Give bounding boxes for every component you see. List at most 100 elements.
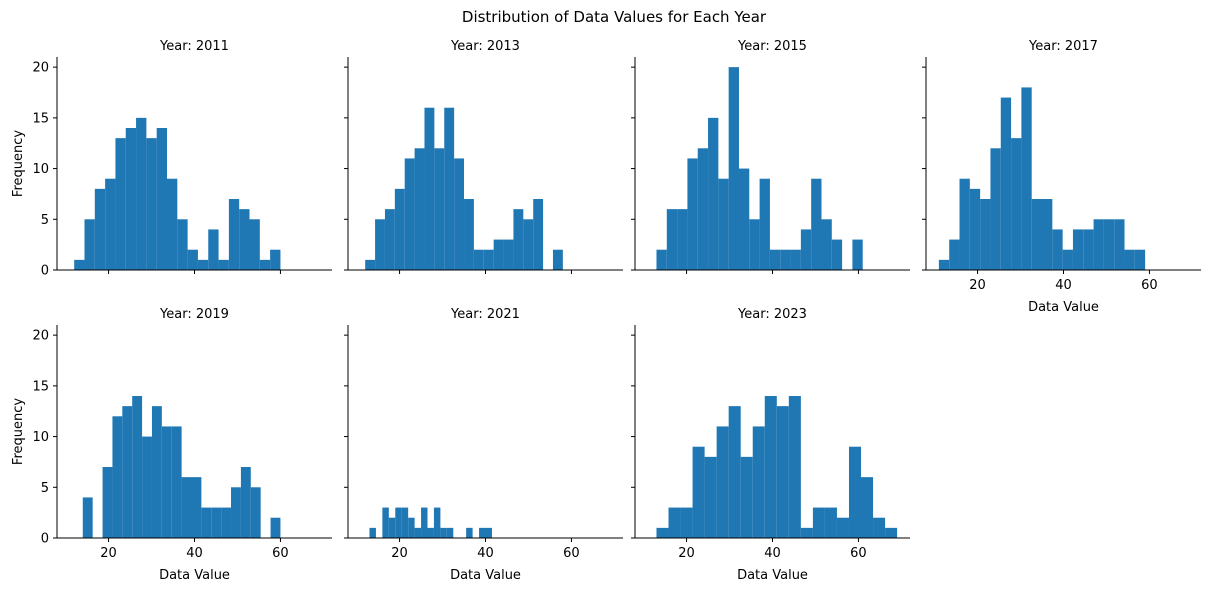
histogram-bar bbox=[434, 148, 445, 270]
histogram-bar bbox=[523, 219, 534, 270]
histogram-bar bbox=[1114, 219, 1125, 270]
histogram-bar bbox=[836, 517, 849, 538]
histogram-bar bbox=[132, 396, 143, 538]
histogram-bar bbox=[151, 406, 162, 538]
histogram-bar bbox=[852, 239, 863, 270]
histogram-bar bbox=[824, 507, 837, 538]
x-tick-label: 20 bbox=[678, 546, 695, 561]
panel-title: Year: 2015 bbox=[737, 39, 807, 54]
histogram-bar bbox=[479, 527, 486, 538]
x-tick-label: 20 bbox=[391, 546, 408, 561]
histogram-bar bbox=[473, 249, 484, 270]
histogram-bar bbox=[454, 158, 465, 270]
histogram-bar bbox=[388, 517, 396, 538]
y-tick-label: 20 bbox=[32, 61, 49, 76]
histogram-bar bbox=[764, 396, 777, 538]
histogram-bar bbox=[466, 527, 473, 538]
histogram-bar bbox=[167, 178, 178, 270]
histogram-bar bbox=[181, 477, 192, 538]
histogram-bar bbox=[270, 517, 281, 538]
histogram-bar bbox=[382, 507, 389, 538]
histogram-bar bbox=[384, 209, 395, 270]
histogram-bar bbox=[1134, 249, 1146, 270]
histogram-bar bbox=[228, 199, 240, 270]
histogram-bar bbox=[1011, 138, 1022, 270]
x-tick-label: 20 bbox=[100, 546, 117, 561]
histogram-bar bbox=[728, 67, 739, 270]
histogram-bar bbox=[197, 259, 209, 270]
histogram-bar bbox=[1042, 199, 1053, 270]
histogram-bar bbox=[218, 259, 229, 270]
histogram-bar bbox=[656, 527, 669, 538]
figure-title: Distribution of Data Values for Each Yea… bbox=[462, 8, 767, 26]
x-tick-label: 40 bbox=[1055, 278, 1072, 293]
histogram-bar bbox=[395, 507, 402, 538]
histogram-bar bbox=[656, 249, 667, 270]
x-tick-label: 20 bbox=[969, 278, 986, 293]
y-tick-label: 10 bbox=[32, 162, 49, 177]
histogram-bar bbox=[239, 209, 250, 270]
histogram-bar bbox=[201, 507, 212, 538]
histogram-bar bbox=[990, 148, 1001, 270]
histogram-bar bbox=[790, 249, 801, 270]
histogram-bar bbox=[740, 456, 753, 538]
histogram-bar bbox=[493, 239, 504, 270]
histogram-bar bbox=[122, 406, 133, 538]
histogram-bar bbox=[146, 138, 157, 270]
histogram-bar bbox=[1062, 249, 1073, 270]
histogram-bar bbox=[668, 507, 681, 538]
histogram-bar bbox=[74, 259, 85, 270]
histogram-bar bbox=[211, 507, 222, 538]
histogram-bar bbox=[776, 406, 789, 538]
histogram-bar bbox=[1093, 219, 1104, 270]
panel-title: Year: 2019 bbox=[159, 307, 229, 322]
histogram-bar bbox=[485, 527, 492, 538]
histogram-bar bbox=[401, 507, 409, 538]
x-axis-label: Data Value bbox=[1028, 300, 1099, 315]
histogram-bar bbox=[738, 168, 750, 270]
histogram-bar bbox=[231, 487, 241, 538]
histogram-bar bbox=[421, 507, 428, 538]
x-tick-label: 60 bbox=[563, 546, 580, 561]
histogram-bar bbox=[800, 229, 812, 270]
histogram-bar bbox=[177, 219, 188, 270]
x-tick-label: 40 bbox=[186, 546, 203, 561]
histogram-bar bbox=[513, 209, 524, 270]
histogram-bar bbox=[115, 138, 126, 270]
histogram-bar bbox=[938, 259, 950, 270]
histogram-bar bbox=[369, 527, 376, 538]
histogram-bar bbox=[704, 456, 717, 538]
histogram-bar bbox=[84, 219, 95, 270]
histogram-bar bbox=[861, 477, 874, 538]
histogram-bar bbox=[503, 239, 514, 270]
histogram-bar bbox=[821, 219, 832, 270]
histogram-bar bbox=[105, 178, 116, 270]
y-axis-label: Frequency bbox=[11, 398, 26, 465]
histogram-bar bbox=[769, 249, 781, 270]
x-tick-label: 60 bbox=[850, 546, 867, 561]
histogram-bar bbox=[980, 199, 991, 270]
histogram-bar bbox=[800, 527, 813, 538]
histogram-bar bbox=[788, 396, 801, 538]
y-tick-label: 15 bbox=[32, 379, 49, 394]
y-tick-label: 15 bbox=[32, 111, 49, 126]
histogram-bar bbox=[1103, 219, 1115, 270]
histogram-bar bbox=[187, 249, 198, 270]
histogram-bar bbox=[444, 107, 455, 271]
y-axis-label: Frequency bbox=[11, 130, 26, 197]
histogram-bar bbox=[414, 527, 422, 538]
histogram-bar bbox=[1052, 229, 1063, 270]
histogram-bar bbox=[446, 527, 454, 538]
histogram-bar bbox=[249, 219, 260, 270]
x-tick-label: 40 bbox=[477, 546, 494, 561]
histogram-bar bbox=[885, 527, 898, 538]
histogram-bar bbox=[749, 219, 760, 270]
x-tick-label: 40 bbox=[764, 546, 781, 561]
histogram-bar bbox=[687, 158, 698, 270]
histogram-bar bbox=[136, 117, 147, 270]
histogram-bar bbox=[1031, 199, 1043, 270]
histogram-bar bbox=[1124, 249, 1135, 270]
histogram-bar bbox=[427, 527, 434, 538]
histogram-bar bbox=[1021, 87, 1032, 271]
histogram-bar bbox=[404, 158, 415, 270]
